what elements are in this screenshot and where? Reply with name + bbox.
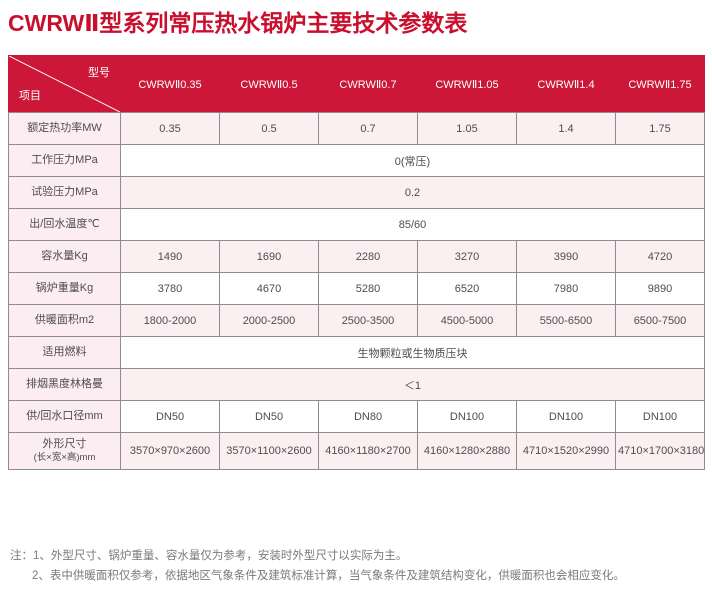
value-cell: DN100	[516, 400, 616, 433]
header-model-label: 型号	[88, 67, 110, 79]
value-cell: 1690	[219, 240, 319, 273]
value-cell: 3570×1100×2600	[219, 432, 319, 470]
value-cell: 0.35	[120, 112, 220, 145]
table-row: 适用燃料 生物颗粒或生物质压块	[8, 336, 705, 369]
row-label: 锅炉重量Kg	[8, 272, 121, 305]
value-cell: 3570×970×2600	[120, 432, 220, 470]
value-cell: 1.4	[516, 112, 616, 145]
table-row: 额定热功率MW 0.35 0.5 0.7 1.05 1.4 1.75	[8, 112, 705, 145]
value-cell: 4160×1180×2700	[318, 432, 418, 470]
column-header-0: CWRWⅡ0.35	[120, 55, 220, 113]
value-cell: 5500-6500	[516, 304, 616, 337]
row-label: 工作压力MPa	[8, 144, 121, 177]
merged-value-cell: ＜1	[120, 368, 705, 401]
footnote-line-2: 2、表中供暖面积仅参考，依据地区气象条件及建筑标准计算，当气象条件及建筑结构变化…	[32, 570, 625, 582]
row-label: 额定热功率MW	[8, 112, 121, 145]
value-cell: 1.75	[615, 112, 705, 145]
table-row: 工作压力MPa 0(常压)	[8, 144, 705, 177]
value-cell: 2280	[318, 240, 418, 273]
value-cell: DN100	[417, 400, 517, 433]
value-cell: 3990	[516, 240, 616, 273]
column-header-1: CWRWⅡ0.5	[219, 55, 319, 113]
table-row: 锅炉重量Kg 3780 4670 5280 6520 7980 9890	[8, 272, 705, 305]
merged-value-cell: 0.2	[120, 176, 705, 209]
value-cell: 1800-2000	[120, 304, 220, 337]
value-cell: 2500-3500	[318, 304, 418, 337]
value-cell: DN50	[219, 400, 319, 433]
merged-value-cell: 0(常压)	[120, 144, 705, 177]
value-cell: 2000-2500	[219, 304, 319, 337]
row-label: 适用燃料	[8, 336, 121, 369]
value-cell: 4710×1520×2990	[516, 432, 616, 470]
value-cell: 6520	[417, 272, 517, 305]
row-label: 供暖面积m2	[8, 304, 121, 337]
value-cell: 3270	[417, 240, 517, 273]
table-row: 外形尺寸 (长×宽×高)mm 3570×970×2600 3570×1100×2600…	[8, 432, 705, 470]
value-cell: 1.05	[417, 112, 517, 145]
table-row: 出/回水温度℃ 85/60	[8, 208, 705, 241]
header-row: 型号 项目 CWRWⅡ0.35 CWRWⅡ0.5 CWRWⅡ0.7 CWRWⅡ1…	[8, 55, 705, 113]
value-cell: 0.5	[219, 112, 319, 145]
value-cell: DN50	[120, 400, 220, 433]
value-cell: DN80	[318, 400, 418, 433]
table-header: 型号 项目 CWRWⅡ0.35 CWRWⅡ0.5 CWRWⅡ0.7 CWRWⅡ1…	[8, 55, 705, 113]
table-body: 额定热功率MW 0.35 0.5 0.7 1.05 1.4 1.75 工作压力MPa 0(常压)…	[8, 112, 705, 470]
table-row: 试验压力MPa 0.2	[8, 176, 705, 209]
value-cell: 1490	[120, 240, 220, 273]
table-row: 排烟黑度林格曼 ＜1	[8, 368, 705, 401]
spec-table: 型号 项目 CWRWⅡ0.35 CWRWⅡ0.5 CWRWⅡ0.7 CWRWⅡ1…	[8, 55, 705, 470]
footnote-line-1: 注：1、外型尺寸、锅炉重量、容水量仅为参考，安装时外型尺寸以实际为主。	[10, 550, 408, 562]
column-header-5: CWRWⅡ1.75	[615, 55, 705, 113]
value-cell: 4670	[219, 272, 319, 305]
row-label: 外形尺寸 (长×宽×高)mm	[8, 432, 121, 470]
header-item-label: 项目	[19, 90, 41, 102]
value-cell: 9890	[615, 272, 705, 305]
value-cell: DN100	[615, 400, 705, 433]
column-header-4: CWRWⅡ1.4	[516, 55, 616, 113]
value-cell: 4160×1280×2880	[417, 432, 517, 470]
row-label: 出/回水温度℃	[8, 208, 121, 241]
row-label: 容水量Kg	[8, 240, 121, 273]
value-cell: 0.7	[318, 112, 418, 145]
value-cell: 4720	[615, 240, 705, 273]
column-header-3: CWRWⅡ1.05	[417, 55, 517, 113]
header-corner-cell: 型号 项目	[8, 55, 121, 113]
page-title: CWRWⅡ型系列常压热水锅炉主要技术参数表	[8, 10, 468, 36]
row-label-main: 外形尺寸	[42, 438, 87, 451]
table-row: 供/回水口径mm DN50 DN50 DN80 DN100 DN100 DN100	[8, 400, 705, 433]
row-label: 供/回水口径mm	[8, 400, 121, 433]
table-row: 容水量Kg 1490 1690 2280 3270 3990 4720	[8, 240, 705, 273]
value-cell: 7980	[516, 272, 616, 305]
value-cell: 5280	[318, 272, 418, 305]
merged-value-cell: 85/60	[120, 208, 705, 241]
merged-value-cell: 生物颗粒或生物质压块	[120, 336, 705, 369]
value-cell: 6500-7500	[615, 304, 705, 337]
column-header-2: CWRWⅡ0.7	[318, 55, 418, 113]
row-label-sub: (长×宽×高)mm	[33, 451, 96, 463]
value-cell: 4500-5000	[417, 304, 517, 337]
footnotes: 注：1、外型尺寸、锅炉重量、容水量仅为参考，安装时外型尺寸以实际为主。 2、表中…	[10, 546, 625, 586]
row-label: 排烟黑度林格曼	[8, 368, 121, 401]
row-label: 试验压力MPa	[8, 176, 121, 209]
table-row: 供暖面积m2 1800-2000 2000-2500 2500-3500 4500-50…	[8, 304, 705, 337]
diagonal-divider-icon	[9, 56, 120, 112]
value-cell: 4710×1700×3180	[615, 432, 705, 470]
value-cell: 3780	[120, 272, 220, 305]
